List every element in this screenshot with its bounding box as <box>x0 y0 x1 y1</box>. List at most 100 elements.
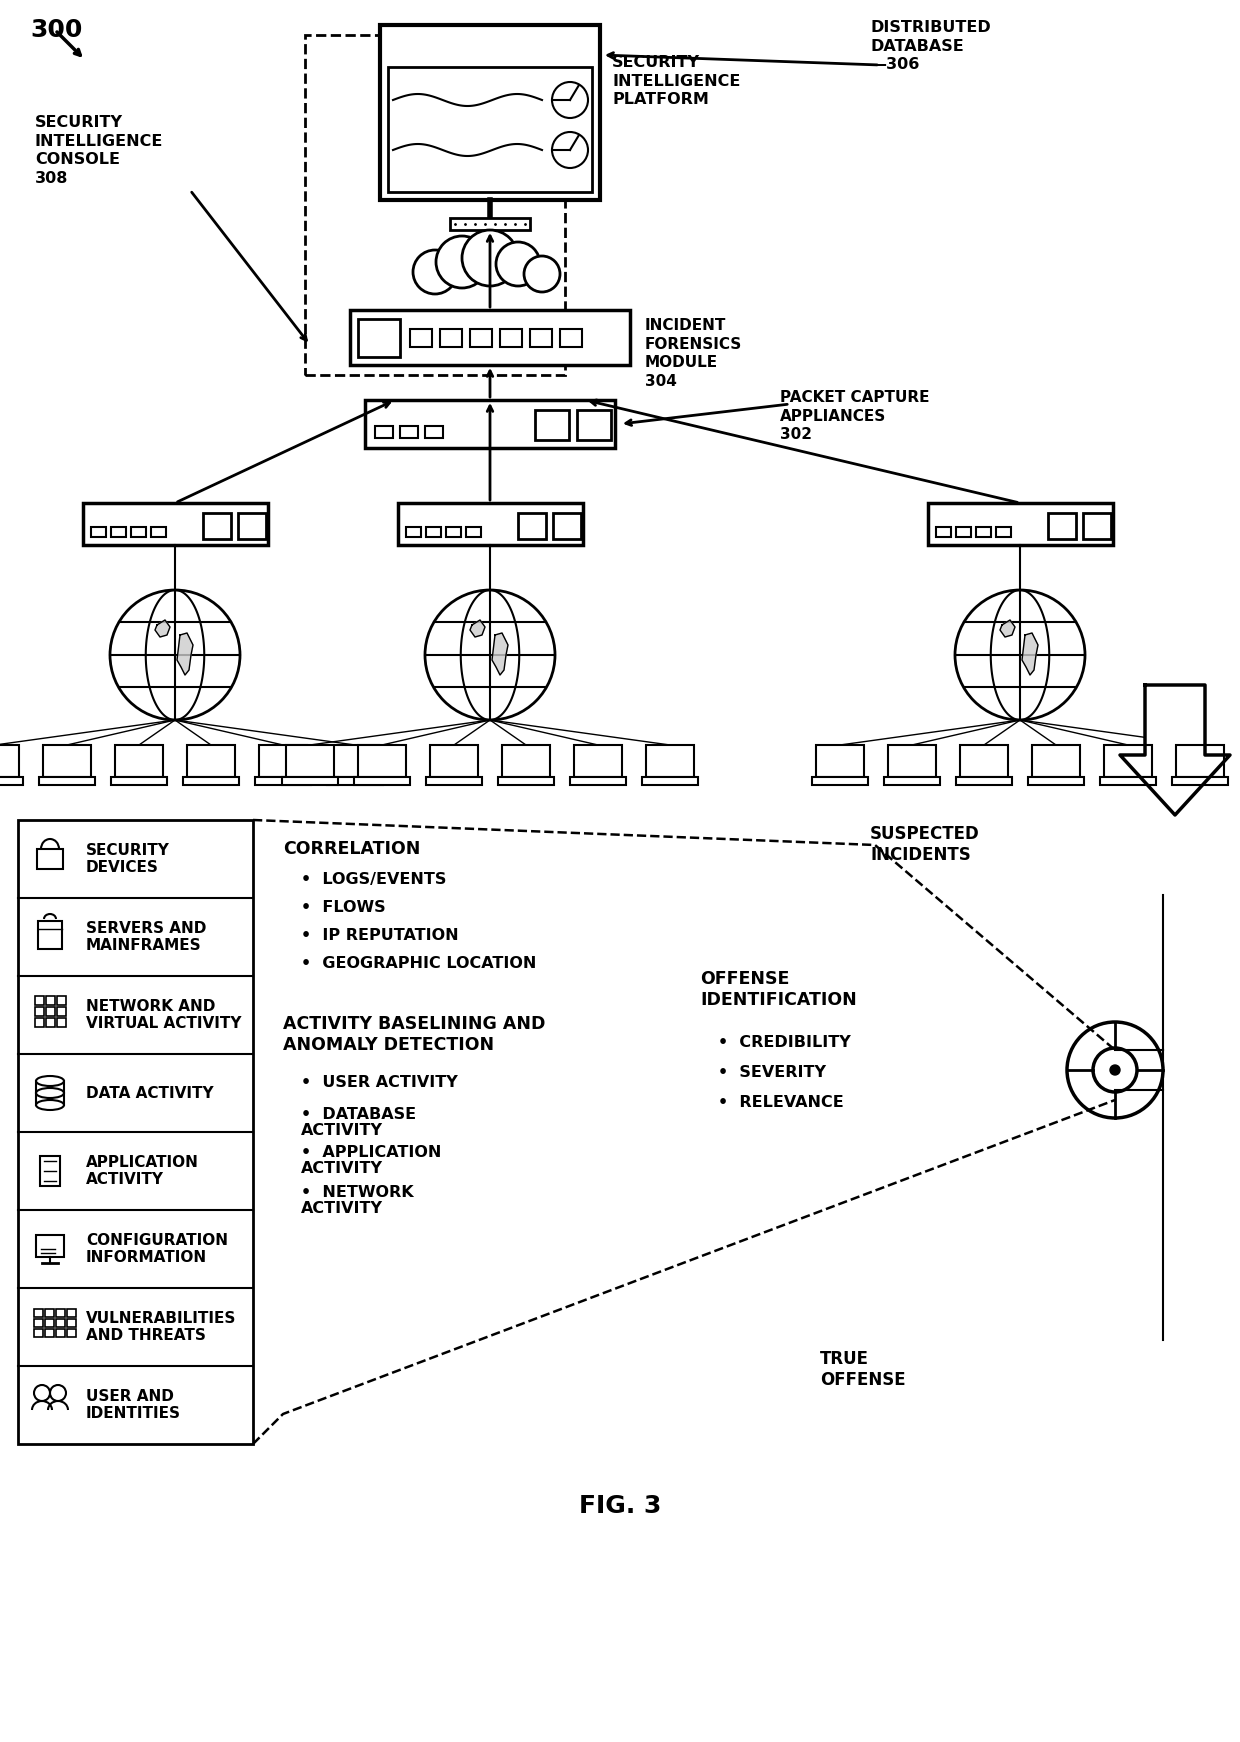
Bar <box>203 512 231 538</box>
Bar <box>56 1319 64 1327</box>
Bar <box>350 310 630 366</box>
Bar <box>115 746 162 777</box>
Circle shape <box>525 256 560 293</box>
Bar <box>83 503 268 545</box>
Bar <box>1176 746 1224 777</box>
Bar <box>46 1017 55 1028</box>
Bar <box>529 329 552 347</box>
Bar <box>36 1235 64 1258</box>
Bar <box>358 746 405 777</box>
Bar <box>238 512 267 538</box>
Bar <box>33 1308 43 1317</box>
Bar <box>327 777 383 786</box>
Bar <box>131 528 146 537</box>
Bar <box>67 1319 76 1327</box>
Bar <box>1032 746 1080 777</box>
Bar <box>405 528 422 537</box>
Bar <box>45 1319 55 1327</box>
Text: •  USER ACTIVITY: • USER ACTIVITY <box>301 1075 458 1090</box>
Bar <box>379 24 600 200</box>
Bar <box>427 777 482 786</box>
Text: SECURITY
INTELLIGENCE
PLATFORM: SECURITY INTELLIGENCE PLATFORM <box>613 56 740 108</box>
Bar <box>46 996 55 1005</box>
Bar <box>574 746 622 777</box>
Circle shape <box>496 242 539 286</box>
Text: •  DATABASE
ACTIVITY: • DATABASE ACTIVITY <box>301 1106 417 1138</box>
Bar <box>19 820 253 1444</box>
Text: DATA ACTIVITY: DATA ACTIVITY <box>86 1085 213 1101</box>
Text: •  CREDIBILITY: • CREDIBILITY <box>718 1035 851 1050</box>
Bar <box>956 777 1012 786</box>
Text: FIG. 3: FIG. 3 <box>579 1495 661 1517</box>
Text: OFFENSE
IDENTIFICATION: OFFENSE IDENTIFICATION <box>701 970 857 1009</box>
Bar <box>430 746 477 777</box>
Bar <box>553 512 582 538</box>
Bar <box>67 1308 76 1317</box>
Polygon shape <box>470 620 485 638</box>
Text: PACKET CAPTURE
APPLIANCES
302: PACKET CAPTURE APPLIANCES 302 <box>780 390 930 442</box>
Text: •  NETWORK
ACTIVITY: • NETWORK ACTIVITY <box>301 1185 414 1216</box>
Bar <box>816 746 864 777</box>
Bar <box>642 777 698 786</box>
Bar <box>470 329 492 347</box>
Bar <box>401 427 418 437</box>
Bar <box>884 777 940 786</box>
Bar <box>35 1017 43 1028</box>
Polygon shape <box>155 620 170 638</box>
Bar <box>112 777 167 786</box>
Polygon shape <box>492 632 508 674</box>
Text: APPLICATION
ACTIVITY: APPLICATION ACTIVITY <box>86 1155 198 1188</box>
Bar <box>187 746 236 777</box>
Text: •  IP REPUTATION: • IP REPUTATION <box>301 928 459 942</box>
Bar <box>305 35 565 375</box>
Bar <box>33 1319 43 1327</box>
Bar <box>1172 777 1228 786</box>
Text: DISTRIBUTED
DATABASE
—306: DISTRIBUTED DATABASE —306 <box>870 19 991 71</box>
Circle shape <box>413 251 458 294</box>
Text: ACTIVITY BASELINING AND
ANOMALY DETECTION: ACTIVITY BASELINING AND ANOMALY DETECTIO… <box>283 1016 546 1054</box>
Bar <box>358 319 401 357</box>
Bar <box>56 1329 64 1338</box>
Text: CONFIGURATION
INFORMATION: CONFIGURATION INFORMATION <box>86 1233 228 1265</box>
Bar <box>646 746 694 777</box>
Text: •  SEVERITY: • SEVERITY <box>718 1064 826 1080</box>
Bar <box>996 528 1011 537</box>
Bar <box>286 746 334 777</box>
Text: TRUE
OFFENSE: TRUE OFFENSE <box>820 1350 905 1388</box>
Bar <box>956 528 971 537</box>
Bar <box>0 777 24 786</box>
Bar <box>43 746 91 777</box>
Bar <box>46 1007 55 1016</box>
Text: SUSPECTED
INCIDENTS: SUSPECTED INCIDENTS <box>870 826 980 864</box>
Bar <box>960 746 1008 777</box>
Bar <box>35 996 43 1005</box>
Bar <box>37 848 63 869</box>
Bar <box>427 528 441 537</box>
Bar <box>534 409 569 441</box>
Bar <box>112 528 126 537</box>
Bar <box>560 329 582 347</box>
Polygon shape <box>177 632 193 674</box>
Bar <box>57 996 66 1005</box>
Bar <box>353 777 410 786</box>
Bar <box>0 746 19 777</box>
Bar <box>1104 746 1152 777</box>
Bar <box>498 777 554 786</box>
Text: VULNERABILITIES
AND THREATS: VULNERABILITIES AND THREATS <box>86 1310 237 1343</box>
Text: USER AND
IDENTITIES: USER AND IDENTITIES <box>86 1388 181 1421</box>
Bar <box>500 329 522 347</box>
Circle shape <box>463 230 518 286</box>
Polygon shape <box>1022 632 1038 674</box>
Text: SECURITY
INTELLIGENCE
CONSOLE
308: SECURITY INTELLIGENCE CONSOLE 308 <box>35 115 164 186</box>
Bar <box>374 427 393 437</box>
Circle shape <box>1110 1064 1120 1075</box>
Bar <box>577 409 611 441</box>
Text: •  RELEVANCE: • RELEVANCE <box>718 1096 843 1110</box>
Text: NETWORK AND
VIRTUAL ACTIVITY: NETWORK AND VIRTUAL ACTIVITY <box>86 998 242 1031</box>
Bar <box>91 528 105 537</box>
Bar <box>40 1157 60 1186</box>
Bar <box>976 528 991 537</box>
Bar <box>57 1007 66 1016</box>
Bar <box>33 1329 43 1338</box>
Bar <box>331 746 379 777</box>
